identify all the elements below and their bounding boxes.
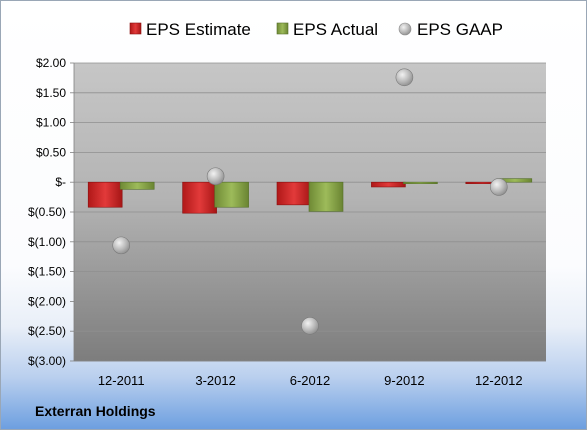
bar-eps-actual [214, 181, 249, 208]
legend-swatch-gaap [398, 22, 412, 36]
y-tick-label: $1.50 [36, 86, 66, 100]
legend-label-gaap: EPS GAAP [417, 20, 503, 39]
marker-eps-gaap [112, 236, 130, 255]
company-name: Exterran Holdings [35, 403, 156, 419]
y-tick-label: $(1.50) [28, 265, 66, 279]
x-tick-label: 3-2012 [195, 373, 235, 388]
y-tick-label: $1.00 [36, 116, 66, 130]
bar-eps-estimate [182, 181, 217, 214]
chart-legend: EPS Estimate EPS Actual EPS GAAP [129, 20, 503, 39]
bar-eps-estimate [87, 181, 123, 208]
x-tick-label: 12-2012 [475, 373, 523, 388]
y-tick-label: $(0.50) [28, 205, 66, 219]
bars [87, 178, 533, 214]
y-tick-label: $0.50 [36, 145, 66, 159]
bar-eps-actual [308, 181, 344, 212]
bar-eps-estimate [276, 181, 312, 206]
marker-eps-gaap [489, 178, 508, 196]
y-tick-label: $(3.00) [28, 354, 66, 368]
y-tick-label: $2.00 [36, 56, 66, 70]
legend-item-estimate: EPS Estimate [129, 20, 251, 39]
x-axis: 12-2011 3-2012 6-2012 9-2012 12-2012 [74, 360, 546, 388]
y-axis: $2.00 $1.50 $1.00 $0.50 $- $(0.50) $(1.00) $(1.… [28, 56, 75, 368]
bar-eps-estimate [371, 181, 406, 188]
x-tick-label: 12-2011 [98, 373, 145, 388]
x-tick-label: 9-2012 [384, 373, 424, 388]
y-tick-label: $(2.50) [28, 324, 66, 338]
legend-swatch-estimate [129, 22, 142, 35]
legend-item-gaap: EPS GAAP [398, 20, 503, 39]
gaap-markers [112, 68, 508, 335]
marker-eps-gaap [395, 68, 414, 87]
y-tick-label: $(2.00) [28, 294, 66, 308]
legend-label-actual: EPS Actual [293, 20, 378, 39]
legend-item-actual: EPS Actual [276, 20, 378, 39]
x-tick-label: 6-2012 [290, 373, 330, 388]
legend-swatch-actual [276, 22, 289, 35]
marker-eps-gaap [301, 317, 319, 335]
marker-eps-gaap [206, 167, 225, 186]
bar-eps-actual [403, 181, 438, 184]
y-tick-label: $(1.00) [28, 235, 66, 249]
legend-label-estimate: EPS Estimate [146, 20, 251, 39]
bar-eps-actual [119, 181, 155, 190]
y-tick-label: $- [55, 175, 66, 189]
